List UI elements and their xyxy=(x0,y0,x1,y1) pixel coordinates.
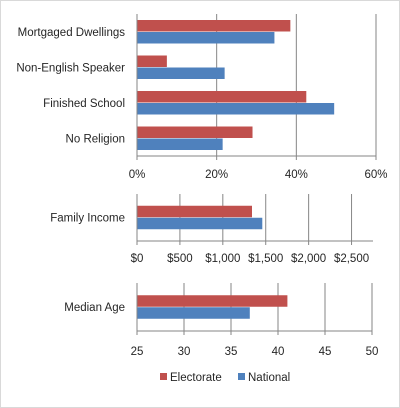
x-tick-label: 40% xyxy=(285,169,308,181)
category-label-no-religion: No Religion xyxy=(66,133,125,145)
chart-panel-2: $0 $500 $1,000 $1,500 $2,000 $2,500 Family Inc… xyxy=(50,194,373,265)
legend-label-electorate: Electorate xyxy=(170,372,222,384)
bar-electorate-family-income xyxy=(137,205,252,218)
x-tick-label: 0% xyxy=(129,169,146,181)
chart-panel-1: 0% 20% 40% 60% Mortgaged Dwellings Non-Englis… xyxy=(16,14,388,181)
category-label-family-income: Family Income xyxy=(50,213,125,225)
x-tick-label: 35 xyxy=(225,346,238,358)
x-tick-label: $1,500 xyxy=(248,253,283,265)
chart-panels: 0% 20% 40% 60% Mortgaged Dwellings Non-Englis… xyxy=(16,14,388,358)
category-label-median-age: Median Age xyxy=(64,302,125,314)
x-tick-label: $2,500 xyxy=(334,253,369,265)
bar-national-family-income xyxy=(137,217,263,230)
bar-national-no-religion xyxy=(137,138,223,150)
chart-panel-3: 25 30 35 40 45 50 Median Age xyxy=(64,283,378,358)
x-tick-label: $0 xyxy=(131,253,144,265)
legend: Electorate National xyxy=(160,372,290,384)
x-tick-label: $1,000 xyxy=(205,253,240,265)
bar-national-finished-school xyxy=(137,103,335,115)
x-tick-label: 25 xyxy=(131,346,144,358)
legend-swatch-national xyxy=(238,373,245,380)
legend-swatch-electorate xyxy=(160,373,167,380)
x-tick-label: 45 xyxy=(319,346,332,358)
bar-electorate-median-age xyxy=(137,295,288,307)
x-tick-label: 60% xyxy=(364,169,387,181)
legend-label-national: National xyxy=(248,372,290,384)
x-tick-label: 30 xyxy=(178,346,191,358)
bar-national-mortgaged-dwellings xyxy=(137,32,275,44)
bar-national-median-age xyxy=(137,307,250,319)
x-tick-label: 40 xyxy=(272,346,285,358)
bar-electorate-finished-school xyxy=(137,91,307,103)
category-label-finished-school: Finished School xyxy=(43,98,125,110)
x-tick-label: $2,000 xyxy=(291,253,326,265)
bar-electorate-mortgaged-dwellings xyxy=(137,20,291,32)
bar-national-non-english-speaker xyxy=(137,67,225,79)
bar-electorate-no-religion xyxy=(137,126,253,138)
category-label-mortgaged-dwellings: Mortgaged Dwellings xyxy=(18,27,126,39)
x-tick-label: $500 xyxy=(167,253,193,265)
bar-electorate-non-english-speaker xyxy=(137,55,167,67)
category-label-non-english-speaker: Non-English Speaker xyxy=(16,62,125,74)
x-tick-label: 50 xyxy=(366,346,379,358)
x-tick-label: 20% xyxy=(205,169,228,181)
